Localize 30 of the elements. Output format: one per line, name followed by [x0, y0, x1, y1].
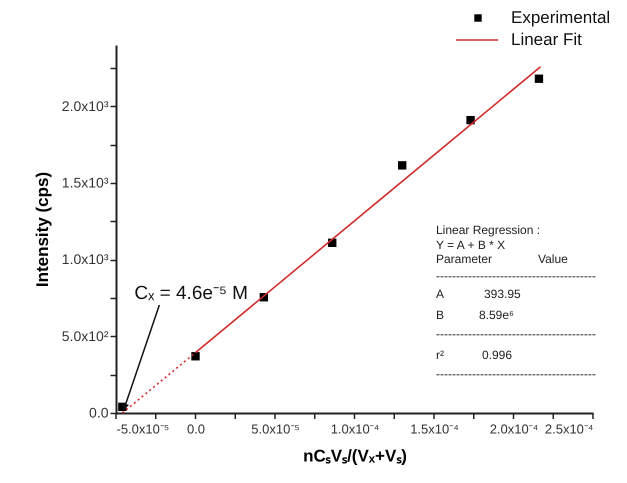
annotation: 8.59e⁶	[479, 308, 514, 322]
annotation: Linear Regression :	[436, 223, 540, 237]
x-tick-label: 1.0x10⁻⁴	[330, 422, 380, 436]
x-tick-label: 2.0x10⁻⁴	[490, 422, 538, 436]
annotation: A	[436, 287, 444, 301]
y-tick-label: 2.0x10³	[62, 98, 109, 114]
annotation: Parameter	[436, 252, 492, 266]
annotation: 0.996	[482, 348, 512, 362]
annotation: B	[436, 308, 444, 322]
annotation: 393.95	[484, 287, 522, 301]
y-tick-label: 1.0x10³	[62, 251, 109, 268]
legend-label: Experimental	[511, 8, 610, 27]
x-tick-label: 2.5x10⁻⁴	[544, 422, 594, 436]
x-tick-label: 0.0	[186, 422, 206, 436]
y-tick-label: 5.0x10²	[62, 328, 109, 344]
annotation: Cₓ = 4.6e⁻⁵ M	[134, 283, 248, 304]
annotation: r²	[436, 348, 444, 362]
y-tick-label: 1.5x10³	[62, 174, 109, 190]
y-axis-title: Intensity (cps)	[32, 172, 52, 288]
annotation: Y = A + B * X	[436, 238, 506, 252]
x-tick-label: -5.0x10⁻⁵	[116, 422, 170, 436]
x-tick-label: 1.5x10⁻⁴	[410, 422, 459, 436]
x-tick-label: 5.0x10⁻⁵	[251, 422, 300, 436]
annotation: Value	[538, 252, 568, 266]
x-axis-title: nCₛVₛ/(Vₓ+Vₛ)	[303, 446, 407, 466]
legend-label: Linear Fit	[511, 30, 582, 49]
annotation: ----------------------------------------	[436, 269, 596, 283]
annotation: ----------------------------------------	[436, 367, 596, 381]
y-tick-label: 0.0	[89, 404, 109, 420]
annotation: ----------------------------------------	[436, 327, 596, 341]
